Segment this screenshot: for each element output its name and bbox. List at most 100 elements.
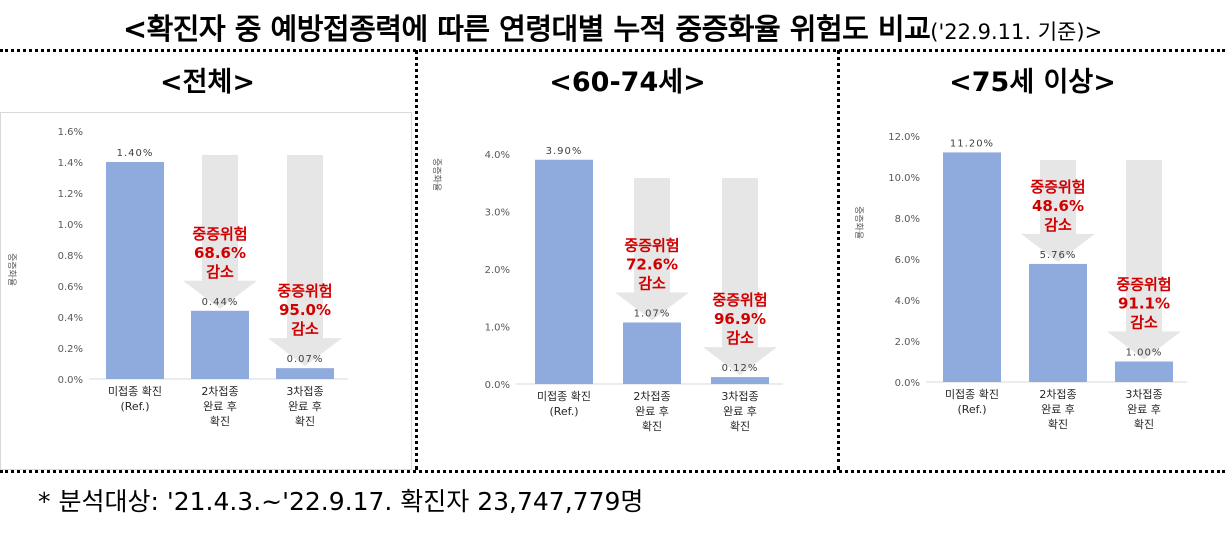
y-tick-label: 0.4% [58,313,83,324]
x-tick-label: 3차접종 [1125,388,1162,401]
footnote: * 분석대상: '21.4.3.~'22.9.17. 확진자 23,747,77… [38,487,644,516]
data-label: 0.12% [722,363,759,374]
x-tick-label: (Ref.) [549,405,578,418]
reduction-arrow [183,155,257,309]
chart-svg: 중증화율 0.0% 2.0% 4.0% 6.0% 8.0% 10.0% 12.0% 11.20%… [853,132,1187,431]
y-tick-label: 0.0% [895,378,920,389]
reduction-label: 48.6% [1032,197,1084,215]
x-tick-label: 완료 후 [203,400,237,413]
x-tick-label: 3차접종 [721,390,758,403]
y-tick-label: 1.4% [58,158,83,169]
y-tick-label: 0.6% [58,282,83,293]
y-axis-label: 중증화율 [6,253,17,286]
data-label: 1.07% [634,308,671,319]
reduction-label: 감소 [206,263,234,281]
x-tick-label: 미접종 확진 [945,388,999,401]
x-tick-label: 확진 [730,420,750,433]
reduction-label: 중증위험 [1030,178,1085,196]
y-tick-label: 0.8% [58,251,83,262]
x-tick-label: 3차접종 [286,385,323,398]
bar [943,152,1001,382]
reduction-label: 감소 [638,274,666,292]
reduction-label: 중증위험 [712,291,767,309]
bar [1029,263,1087,382]
bar [106,162,164,379]
y-tick-label: 1.0% [485,323,510,334]
reduction-arrow [703,178,777,376]
x-tick-label: (Ref.) [120,400,149,413]
chart-svg: 중증화율 0.0% 1.0% 2.0% 3.0% 4.0% 3.90% 미접종 확진 (Ref.… [431,146,783,433]
reduction-label: 68.6% [194,244,246,262]
bar [623,322,681,384]
x-tick-label: 완료 후 [635,405,669,418]
y-axis-label: 중증화율 [431,158,442,191]
y-tick-label: 2.0% [485,265,510,276]
x-tick-label: 완료 후 [288,400,322,413]
panel-title-all: <전체> [160,67,255,98]
y-tick-label: 0.0% [485,380,510,391]
bar [711,377,769,384]
data-label: 11.20% [950,138,994,149]
x-tick-label: 미접종 확진 [108,385,162,398]
panel-title-60-74: <60-74세> [549,67,706,98]
chart-75-plus: 중증화율 0.0% 2.0% 4.0% 6.0% 8.0% 10.0% 12.0% 11.20%… [842,108,1222,466]
data-label: 3.90% [546,146,583,157]
reduction-label: 91.1% [1118,295,1170,313]
y-tick-label: 10.0% [888,173,920,184]
y-tick-label: 1.2% [58,189,83,200]
divider-left [415,50,418,470]
data-label: 0.44% [202,297,239,308]
data-label: 1.00% [1126,348,1163,359]
reduction-label: 감소 [726,329,754,347]
x-tick-label: 2차접종 [633,390,670,403]
y-tick-label: 4.0% [895,296,920,307]
reduction-label: 95.0% [279,301,331,319]
x-tick-label: 확진 [1048,418,1068,431]
bar [1115,361,1173,382]
x-tick-label: 확진 [642,420,662,433]
x-tick-label: 2차접종 [201,385,238,398]
reduction-label: 감소 [1130,314,1158,332]
chart-all: 중증화율 0.0% 0.2% 0.4% 0.6% 0.8% 1.0% 1.2% 1.4% 1.6%… [0,112,412,470]
reduction-label: 감소 [291,320,319,338]
reduction-label: 중증위험 [1116,276,1171,294]
chart-svg: 중증화율 0.0% 0.2% 0.4% 0.6% 0.8% 1.0% 1.2% 1.4% 1.6%… [6,127,348,428]
data-label: 0.07% [287,354,324,365]
reduction-arrow [268,155,342,367]
y-tick-label: 2.0% [895,337,920,348]
data-label: 1.40% [117,148,154,159]
x-tick-label: 미접종 확진 [537,390,591,403]
y-tick-label: 4.0% [485,150,510,161]
y-tick-label: 3.0% [485,208,510,219]
x-tick-label: 확진 [295,415,315,428]
x-tick-label: 완료 후 [723,405,757,418]
reduction-label: 중증위험 [624,236,679,254]
reduction-label: 감소 [1044,216,1072,234]
reduction-label: 중증위험 [277,282,332,300]
y-tick-label: 0.0% [58,375,83,386]
bar [276,368,334,379]
page-title: <확진자 중 예방접종력에 따른 연령대별 누적 중증화율 위험도 비교('22… [0,6,1225,48]
x-tick-label: 확진 [210,415,230,428]
divider-bottom [0,470,1225,473]
y-tick-label: 12.0% [888,132,920,143]
reduction-label: 72.6% [626,255,678,273]
x-tick-label: 2차접종 [1039,388,1076,401]
reduction-label: 중증위험 [192,225,247,243]
y-tick-label: 0.2% [58,344,83,355]
y-tick-label: 6.0% [895,255,920,266]
data-label: 5.76% [1040,250,1077,261]
bar [535,159,593,384]
chart-60-74: 중증화율 0.0% 1.0% 2.0% 3.0% 4.0% 3.90% 미접종 확진 (Ref.… [420,108,834,466]
reduction-arrow [1021,160,1095,262]
x-tick-label: (Ref.) [957,403,986,416]
divider-top [0,49,1225,52]
y-tick-label: 1.6% [58,127,83,138]
title-sub: ('22.9.11. 기준)> [930,20,1103,44]
title-main: <확진자 중 예방접종력에 따른 연령대별 누적 중증화율 위험도 비교 [122,12,931,46]
bar [191,310,249,379]
divider-right [837,50,840,470]
panel-title-75-plus: <75세 이상> [949,67,1116,98]
x-tick-label: 완료 후 [1127,403,1161,416]
y-tick-label: 8.0% [895,214,920,225]
